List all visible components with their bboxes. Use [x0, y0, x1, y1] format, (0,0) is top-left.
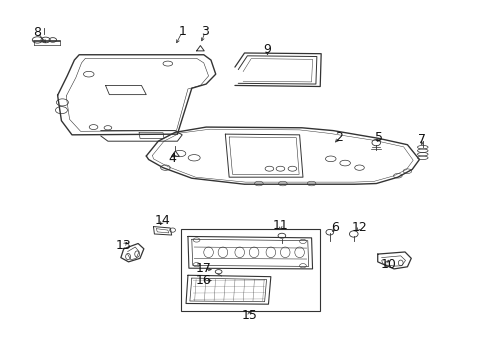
Text: 14: 14 [155, 214, 171, 227]
Text: 3: 3 [201, 25, 209, 38]
Text: 10: 10 [380, 258, 395, 271]
Text: 17: 17 [195, 262, 211, 275]
Text: 5: 5 [374, 131, 382, 144]
Text: 11: 11 [272, 219, 288, 232]
Text: 2: 2 [335, 131, 343, 144]
Bar [181, 229, 320, 311]
Text: 4: 4 [168, 152, 176, 165]
Text: 6: 6 [331, 221, 339, 234]
Text: 13: 13 [116, 239, 131, 252]
Text: 8: 8 [33, 26, 41, 39]
Text: 15: 15 [241, 309, 257, 322]
Text: 16: 16 [196, 274, 211, 287]
Text: 7: 7 [417, 133, 425, 146]
Text: 9: 9 [263, 43, 271, 56]
Text: 1: 1 [178, 25, 186, 38]
Text: 12: 12 [351, 221, 366, 234]
